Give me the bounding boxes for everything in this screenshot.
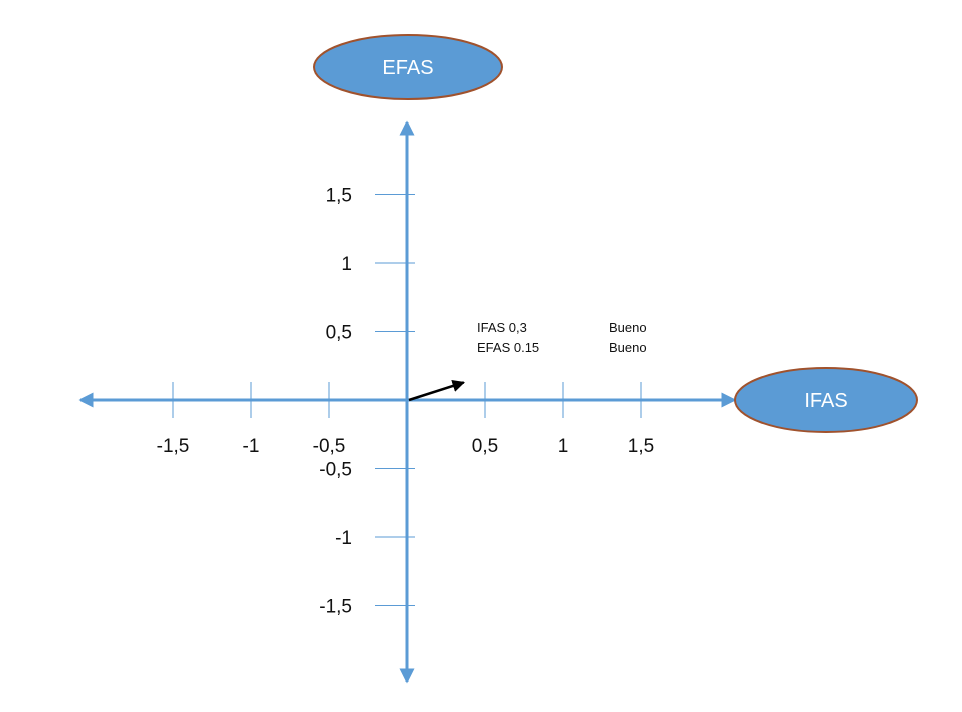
x-tick-label: 1,5 bbox=[628, 436, 654, 457]
result-vector-arrow bbox=[408, 379, 465, 402]
x-tick-label: 1 bbox=[558, 436, 569, 457]
y-tick-label: -0,5 bbox=[319, 460, 352, 481]
y-tick-label: 1,5 bbox=[326, 186, 352, 207]
efas-result-text: EFAS 0.15 bbox=[477, 340, 539, 355]
x-tick-label: 0,5 bbox=[472, 436, 498, 457]
ifas-rating-text: Bueno bbox=[609, 320, 647, 335]
x-tick-label: -0,5 bbox=[313, 436, 346, 457]
efas-oval: EFAS bbox=[313, 34, 503, 100]
ifas-result-text: IFAS 0,3 bbox=[477, 320, 527, 335]
y-tick-label: 1 bbox=[341, 254, 352, 275]
result-notes: IFAS 0,3 Bueno EFAS 0.15 Bueno bbox=[477, 320, 647, 355]
ifas-oval: IFAS bbox=[734, 367, 918, 433]
efas-oval-label: EFAS bbox=[382, 57, 433, 79]
efas-rating-text: Bueno bbox=[609, 340, 647, 355]
x-tick-label: -1 bbox=[243, 436, 260, 457]
y-tick-label: -1 bbox=[335, 528, 352, 549]
x-tick-label: -1,5 bbox=[157, 436, 190, 457]
y-tick-label: -1,5 bbox=[319, 597, 352, 618]
y-axis-ticks: 1,5 1 0,5 -0,5 -1 -1,5 bbox=[319, 186, 415, 618]
y-tick-label: 0,5 bbox=[326, 323, 352, 344]
x-axis-ticks: -1,5 -1 -0,5 0,5 1 1,5 bbox=[157, 382, 654, 457]
ifas-oval-label: IFAS bbox=[804, 390, 847, 412]
